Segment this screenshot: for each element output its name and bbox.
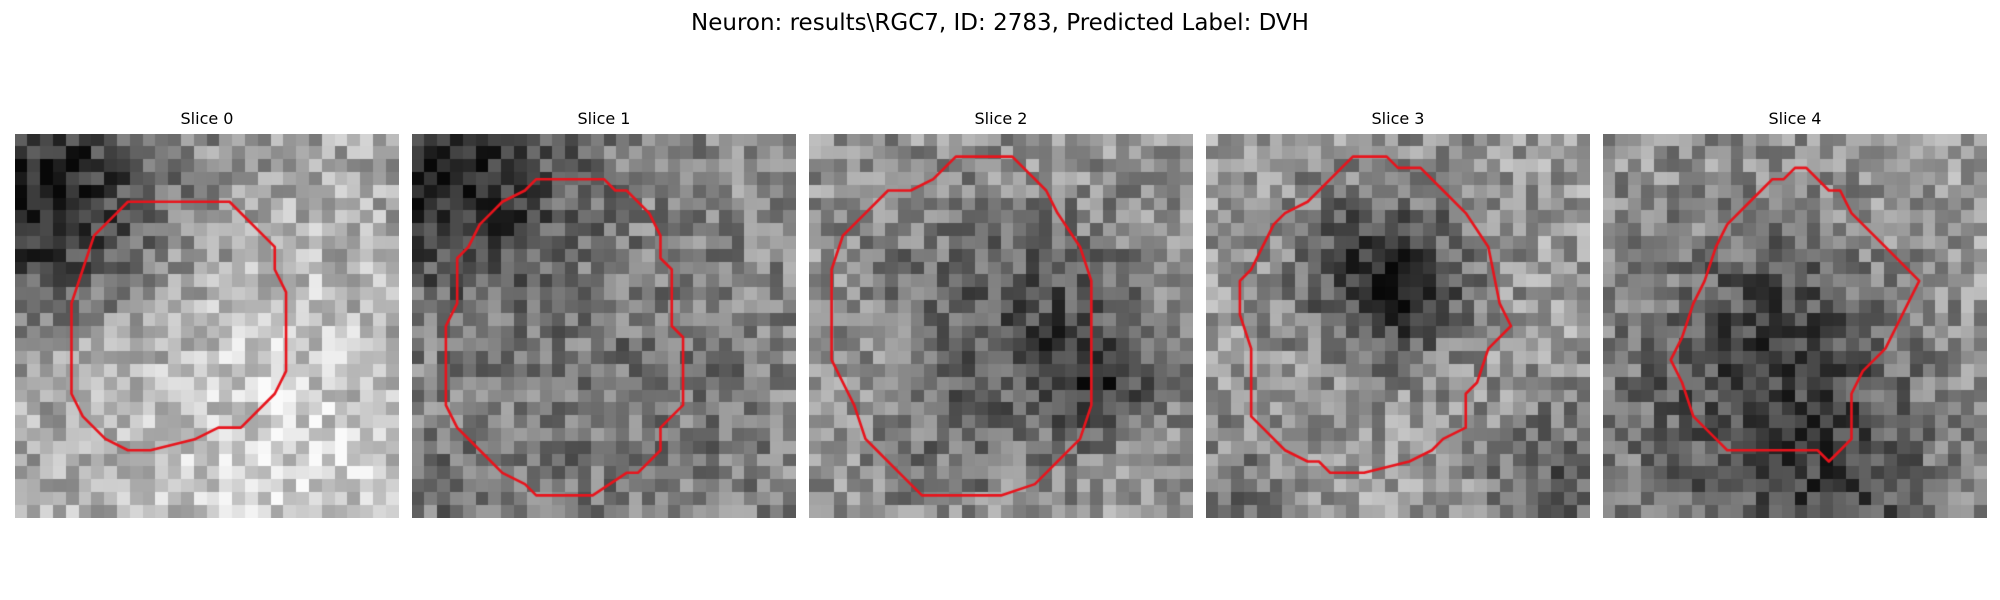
slice-panel-2: Slice 2 — [809, 106, 1193, 518]
slice-title: Slice 2 — [974, 109, 1028, 128]
slice-title: Slice 4 — [1768, 109, 1822, 128]
slice-title: Slice 3 — [1371, 109, 1425, 128]
slice-title: Slice 1 — [577, 109, 631, 128]
slice-panel-0: Slice 0 — [15, 106, 399, 518]
slice-image — [412, 134, 796, 518]
slice-image — [15, 134, 399, 518]
slice-panel-1: Slice 1 — [412, 106, 796, 518]
slice-image — [1206, 134, 1590, 518]
slice-panel-4: Slice 4 — [1603, 106, 1987, 518]
figure-title: Neuron: results\RGC7, ID: 2783, Predicte… — [691, 10, 1309, 36]
slice-image — [1603, 134, 1987, 518]
slice-panel-3: Slice 3 — [1206, 106, 1590, 518]
slice-image — [809, 134, 1193, 518]
slice-title: Slice 0 — [180, 109, 234, 128]
